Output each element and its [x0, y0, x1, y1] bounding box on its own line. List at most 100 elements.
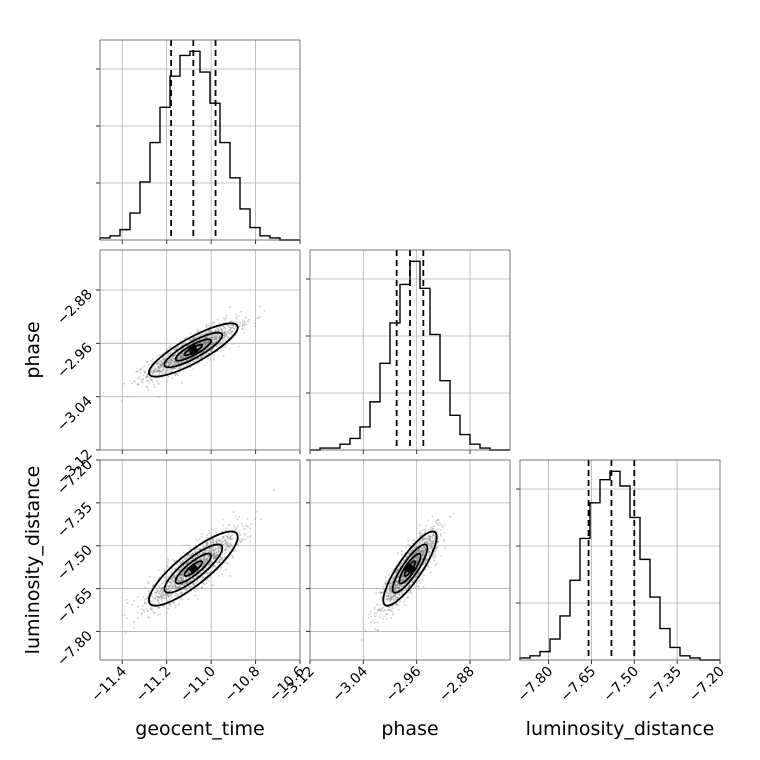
sample-point: [152, 610, 154, 613]
sample-point: [449, 516, 452, 518]
sample-point: [417, 549, 420, 552]
sample-point: [146, 374, 149, 377]
sample-point: [213, 335, 216, 338]
sample-point: [215, 335, 218, 338]
sample-point: [216, 538, 218, 541]
sample-point: [167, 360, 170, 363]
sample-point: [222, 536, 225, 538]
sample-point: [172, 363, 175, 366]
sample-point: [168, 364, 170, 367]
sample-point: [170, 364, 173, 367]
sample-point: [434, 548, 437, 551]
sample-point: [200, 535, 203, 538]
sample-point: [377, 609, 380, 612]
sample-point: [176, 361, 179, 364]
sample-point: [162, 586, 164, 589]
sample-point: [139, 371, 142, 374]
sample-point: [151, 372, 154, 375]
sample-point: [216, 553, 219, 556]
sample-point: [172, 358, 174, 360]
sample-point: [392, 580, 394, 582]
sample-point: [379, 616, 381, 619]
sample-point: [123, 614, 126, 617]
sample-point: [204, 341, 207, 344]
sample-point: [219, 546, 222, 549]
sample-point: [220, 558, 223, 561]
sample-point: [387, 594, 389, 596]
sample-point: [379, 603, 381, 606]
sample-point: [228, 524, 231, 526]
sample-point: [221, 553, 224, 556]
sample-point: [176, 587, 179, 589]
sample-point: [395, 602, 398, 605]
sample-point: [188, 362, 191, 365]
sample-point: [420, 538, 423, 541]
sample-point: [140, 612, 143, 615]
sample-point: [147, 581, 150, 584]
sample-point: [180, 577, 182, 580]
sample-point: [218, 337, 220, 339]
sample-point: [191, 551, 194, 554]
sample-point: [209, 547, 212, 550]
sample-point: [406, 587, 409, 590]
sample-point: [437, 518, 440, 521]
panel-phase-vs-luminosity_distance: −3.12 −3.04 −2.96 −2.88: [276, 459, 511, 705]
sample-point: [218, 560, 221, 563]
sample-point: [211, 546, 213, 549]
sample-point: [141, 381, 144, 384]
sample-point: [188, 362, 190, 365]
sample-point: [200, 558, 203, 561]
sample-point: [369, 621, 372, 624]
sample-point: [200, 553, 202, 555]
sample-point: [176, 357, 179, 359]
sample-point: [204, 558, 207, 560]
sample-point: [203, 558, 206, 561]
sample-point: [217, 561, 220, 564]
sample-point: [387, 597, 390, 600]
sample-point: [172, 576, 175, 579]
sample-point: [186, 352, 189, 355]
sample-point: [206, 342, 209, 345]
sample-point: [212, 557, 215, 560]
sample-point: [163, 595, 166, 598]
sample-point: [413, 558, 416, 561]
x-label-geocent-time: geocent_time: [135, 718, 264, 740]
sample-point: [433, 525, 435, 528]
sample-point: [419, 535, 422, 537]
sample-point: [424, 568, 427, 570]
sample-point: [177, 580, 180, 583]
sample-point: [181, 354, 184, 357]
sample-point: [393, 599, 395, 602]
sample-point: [421, 554, 423, 557]
sample-point: [403, 600, 406, 603]
sample-point: [421, 539, 424, 541]
sample-point: [423, 553, 426, 556]
sample-point: [214, 556, 217, 559]
sample-point: [177, 357, 180, 360]
tick-label-x: −11.2: [133, 664, 175, 706]
sample-point: [398, 573, 401, 576]
sample-point: [417, 556, 420, 558]
sample-point: [202, 562, 205, 565]
sample-point: [187, 554, 190, 556]
sample-point: [213, 335, 216, 338]
sample-point: [210, 551, 213, 554]
sample-point: [164, 357, 166, 360]
sample-point: [175, 604, 177, 606]
sample-point: [158, 369, 160, 372]
sample-point: [443, 540, 446, 543]
sample-point: [419, 563, 421, 565]
sample-point: [164, 371, 167, 374]
sample-point: [178, 577, 180, 580]
sample-point: [205, 332, 208, 335]
tick-label-x: −2.96: [383, 663, 425, 705]
sample-point: [407, 584, 410, 587]
sample-point: [204, 343, 207, 346]
sample-point: [218, 337, 221, 339]
sample-point: [185, 359, 188, 362]
sample-point: [172, 575, 175, 578]
sample-point: [188, 585, 191, 588]
sample-point: [170, 588, 173, 591]
sample-point: [423, 538, 425, 541]
sample-point: [218, 344, 221, 347]
